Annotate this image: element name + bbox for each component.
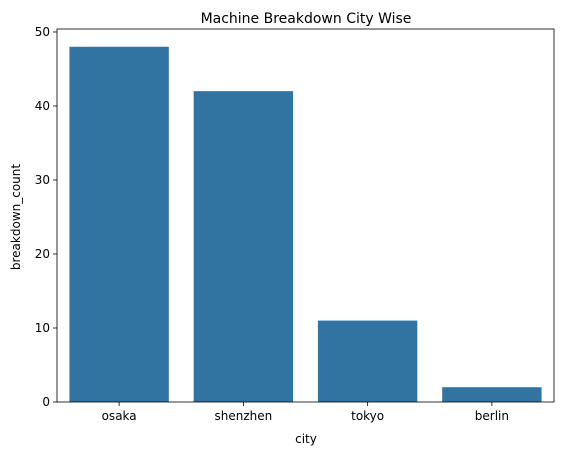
y-tick-label: 50 bbox=[35, 25, 50, 39]
x-tick-label: tokyo bbox=[351, 409, 384, 423]
y-tick-label: 20 bbox=[35, 247, 50, 261]
bar-tokyo bbox=[317, 320, 418, 402]
bar-osaka bbox=[69, 46, 169, 403]
x-tick-label: shenzhen bbox=[215, 409, 273, 423]
y-axis-ticks: 0 10 20 30 40 50 bbox=[35, 25, 57, 409]
x-tick-label: osaka bbox=[102, 409, 137, 423]
x-axis-ticks: osaka shenzhen tokyo berlin bbox=[102, 402, 509, 423]
plot-frame bbox=[56, 28, 555, 403]
bar-shenzhen bbox=[193, 91, 294, 403]
bars-group bbox=[69, 46, 542, 403]
x-axis-title: city bbox=[295, 432, 317, 446]
y-axis-title: breakdown_count bbox=[9, 164, 23, 271]
y-tick-label: 10 bbox=[35, 321, 50, 335]
y-tick-label: 40 bbox=[35, 99, 50, 113]
y-tick-label: 30 bbox=[35, 173, 50, 187]
y-tick-label: 0 bbox=[42, 395, 50, 409]
x-tick-label: berlin bbox=[475, 409, 509, 423]
bar-berlin bbox=[442, 387, 542, 402]
chart-title: Machine Breakdown City Wise bbox=[201, 11, 412, 27]
